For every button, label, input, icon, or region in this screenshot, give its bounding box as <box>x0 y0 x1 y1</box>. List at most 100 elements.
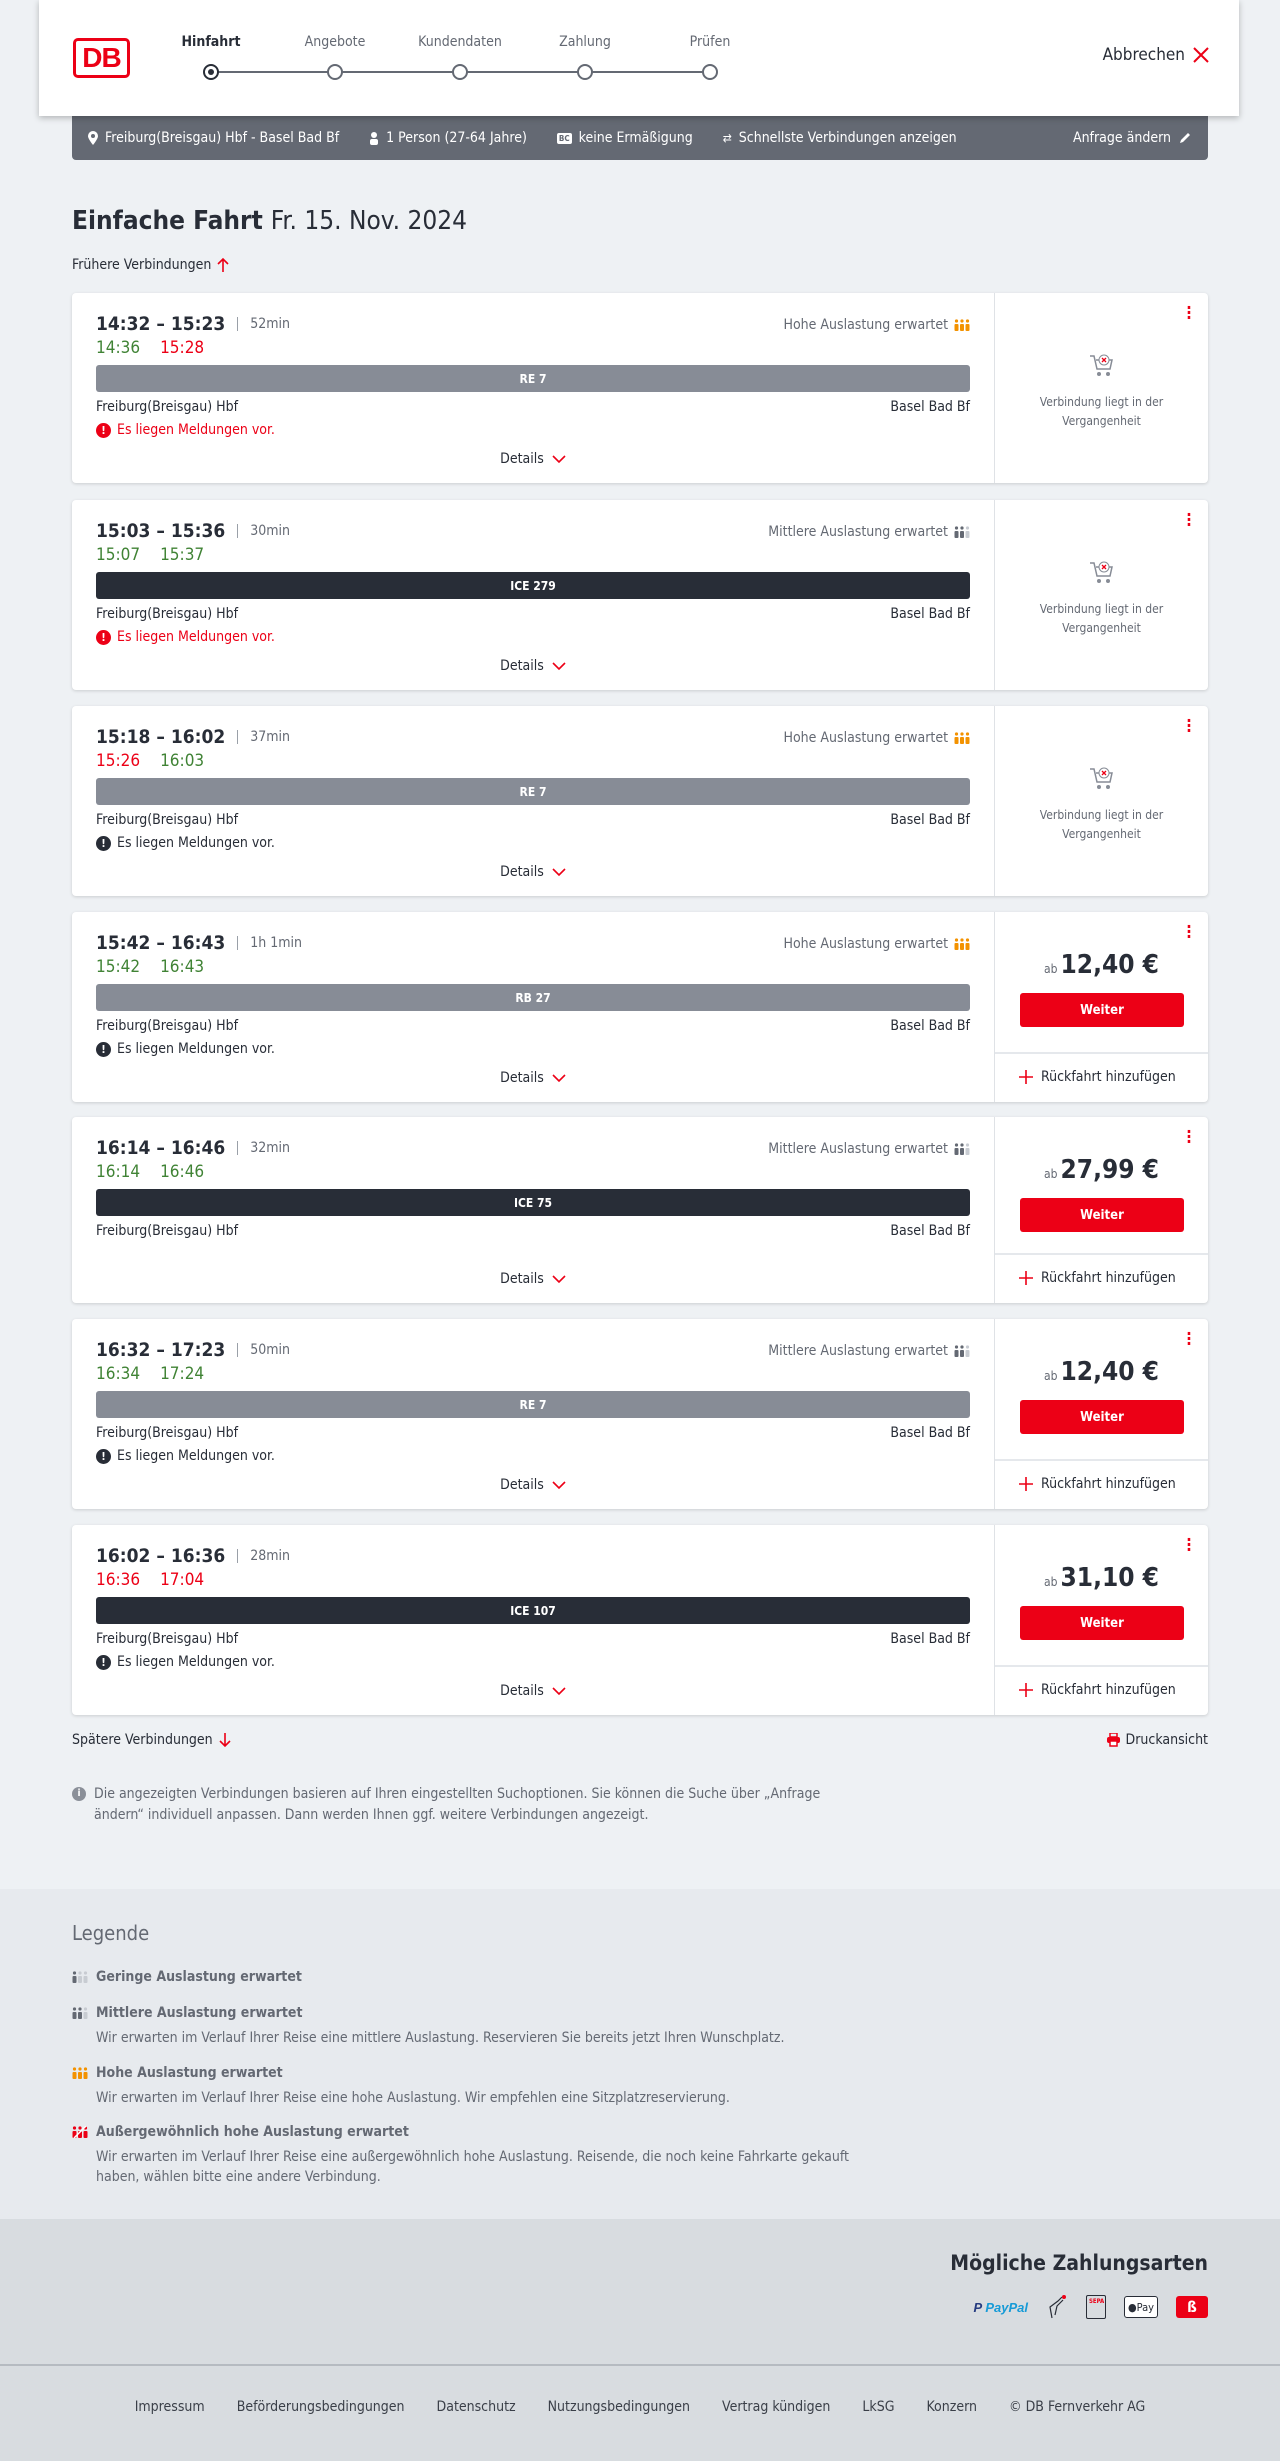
offer-panel: · · · Verbindung liegt in der Vergangenheit <box>994 500 1208 690</box>
train-bar[interactable]: ICE 107 <box>96 1597 970 1624</box>
route-summary[interactable]: Freiburg(Breisgau) Hbf - Basel Bad Bf <box>88 130 339 146</box>
connection-details[interactable]: 15:03 – 15:36 30min 15:07 15:37 Mittlere Au… <box>72 500 994 690</box>
add-return-button[interactable]: Rückfahrt hinzufügen <box>1019 1682 1176 1698</box>
train-name: RE 7 <box>519 371 547 386</box>
continue-button[interactable]: Weiter <box>1020 1606 1184 1640</box>
footer-link-0[interactable]: Impressum <box>134 2399 205 2415</box>
cancel-button[interactable]: Abbrechen <box>1103 45 1209 65</box>
footer-link-3[interactable]: Nutzungsbedingungen <box>547 2399 691 2415</box>
details-label: Details <box>500 1271 544 1287</box>
change-request-button[interactable]: Anfrage ändern <box>1073 130 1192 146</box>
disruption-message: ! Es liegen Meldungen vor. <box>96 629 275 645</box>
db-logo[interactable]: DB <box>73 38 130 78</box>
cart-unavailable-icon <box>1089 561 1113 583</box>
fastest-toggle[interactable]: ⇄ Schnellste Verbindungen anzeigen <box>723 130 957 146</box>
details-toggle[interactable]: Details <box>72 451 994 467</box>
more-options-icon[interactable]: · · · <box>1186 711 1192 740</box>
past-text-line2: Vergangenheit <box>1062 621 1141 635</box>
info-icon: i <box>72 1787 86 1801</box>
duration: 32min <box>237 1141 290 1155</box>
add-return-button[interactable]: Rückfahrt hinzufügen <box>1019 1476 1176 1492</box>
footer-link-2[interactable]: Datenschutz <box>436 2399 516 2415</box>
more-options-icon[interactable]: · · · <box>1186 1324 1192 1353</box>
occupancy-info: Mittlere Auslastung erwartet <box>768 1343 970 1359</box>
step-indicator-0[interactable] <box>203 64 219 80</box>
details-toggle[interactable]: Details <box>72 1271 994 1287</box>
more-options-icon[interactable]: · · · <box>1186 298 1192 327</box>
departure-station: Freiburg(Breisgau) Hbf <box>96 812 239 828</box>
duration: 28min <box>237 1549 290 1563</box>
add-return-button[interactable]: Rückfahrt hinzufügen <box>1019 1270 1176 1286</box>
planned-time-range: 15:18 – 16:02 <box>96 726 226 748</box>
add-return-button[interactable]: Rückfahrt hinzufügen <box>1019 1069 1176 1085</box>
connection-details[interactable]: 16:32 – 17:23 50min 16:34 17:24 Mittlere Au… <box>72 1319 994 1509</box>
later-connections-link[interactable]: Spätere Verbindungen <box>72 1732 231 1748</box>
discount-text: keine Ermäßigung <box>578 130 693 146</box>
planned-time-range: 14:32 – 15:23 <box>96 313 226 335</box>
past-text-line1: Verbindung liegt in der <box>1039 808 1164 822</box>
details-toggle[interactable]: Details <box>72 1683 994 1699</box>
discount-summary[interactable]: BC keine Ermäßigung <box>556 130 693 146</box>
continue-button[interactable]: Weiter <box>1020 993 1184 1027</box>
footer-link-5[interactable]: LkSG <box>862 2399 895 2415</box>
train-bar[interactable]: ICE 279 <box>96 572 970 599</box>
legend-item-desc: Wir erwarten im Verlauf Ihrer Reise eine… <box>96 2090 730 2106</box>
continue-button[interactable]: Weiter <box>1020 1198 1184 1232</box>
details-toggle[interactable]: Details <box>72 864 994 880</box>
connection-details[interactable]: 16:14 – 16:46 32min 16:14 16:46 Mittlere Au… <box>72 1117 994 1303</box>
db-bonus-icon: ß <box>1176 2296 1208 2318</box>
train-bar[interactable]: RE 7 <box>96 778 970 805</box>
connection-details[interactable]: 15:18 – 16:02 37min 15:26 16:03 Hohe Auslas… <box>72 706 994 896</box>
planned-time-range: 16:02 – 16:36 <box>96 1545 226 1567</box>
legend-item-title: Hohe Auslastung erwartet <box>96 2065 283 2081</box>
print-view-link[interactable]: Druckansicht <box>1106 1732 1208 1748</box>
traveller-summary[interactable]: 1 Person (27-64 Jahre) <box>369 130 527 146</box>
arrival-station: Basel Bad Bf <box>890 1018 970 1034</box>
footer-link-6[interactable]: Konzern <box>926 2399 977 2415</box>
details-toggle[interactable]: Details <box>72 1070 994 1086</box>
train-bar[interactable]: RB 27 <box>96 984 970 1011</box>
realtime-arrival: 16:43 <box>160 957 205 977</box>
chevron-down-icon <box>552 867 566 876</box>
occupancy-high-icon <box>72 2067 88 2079</box>
connection-details[interactable]: 16:02 – 16:36 28min 16:36 17:04 ICE 107 Fre… <box>72 1525 994 1715</box>
message-text: Es liegen Meldungen vor. <box>117 1654 275 1670</box>
chevron-down-icon <box>552 454 566 463</box>
duration: 50min <box>237 1343 290 1357</box>
connection-card: 15:18 – 16:02 37min 15:26 16:03 Hohe Auslas… <box>72 706 1208 896</box>
more-options-icon[interactable]: · · · <box>1186 917 1192 946</box>
more-options-icon[interactable]: · · · <box>1186 1122 1192 1151</box>
more-options-icon[interactable]: · · · <box>1186 1530 1192 1559</box>
more-options-icon[interactable]: · · · <box>1186 505 1192 534</box>
realtime-departure: 16:14 <box>96 1162 141 1182</box>
train-bar[interactable]: RE 7 <box>96 365 970 392</box>
occupancy-info: Hohe Auslastung erwartet <box>784 730 971 746</box>
continue-button[interactable]: Weiter <box>1020 1400 1184 1434</box>
arrival-station: Basel Bad Bf <box>890 399 970 415</box>
details-toggle[interactable]: Details <box>72 658 994 674</box>
departure-station: Freiburg(Breisgau) Hbf <box>96 399 239 415</box>
footer-link-4[interactable]: Vertrag kündigen <box>722 2399 831 2415</box>
connection-details[interactable]: 14:32 – 15:23 52min 14:36 15:28 Hohe Auslas… <box>72 293 994 483</box>
planned-times: 16:32 – 17:23 50min <box>96 1339 290 1361</box>
realtime-times: 15:26 16:03 <box>96 751 204 771</box>
connection-details[interactable]: 15:42 – 16:43 1h 1min 15:42 16:43 Hohe Ausl… <box>72 912 994 1102</box>
past-connection-notice: Verbindung liegt in der Vergangenheit <box>995 558 1208 638</box>
train-bar[interactable]: RE 7 <box>96 1391 970 1418</box>
footer-link-7: © DB Fernverkehr AG <box>1009 2399 1146 2415</box>
occupancy-info: Mittlere Auslastung erwartet <box>768 524 970 540</box>
earlier-connections-link[interactable]: Frühere Verbindungen <box>72 257 229 273</box>
train-bar[interactable]: ICE 75 <box>96 1189 970 1216</box>
page-title: Einfache Fahrt Fr. 15. Nov. 2024 <box>72 206 467 236</box>
realtime-departure: 16:36 <box>96 1570 141 1590</box>
legend-item-extreme: Außergewöhnlich hohe Auslastung erwartet… <box>72 2124 856 2187</box>
details-toggle[interactable]: Details <box>72 1477 994 1493</box>
past-text-line2: Vergangenheit <box>1062 827 1141 841</box>
person-icon <box>370 131 379 145</box>
route-text: Freiburg(Breisgau) Hbf - Basel Bad Bf <box>105 130 340 146</box>
realtime-times: 16:14 16:46 <box>96 1162 204 1182</box>
price-value: 12,40 € <box>1060 1357 1159 1387</box>
footer-link-1[interactable]: Beförderungsbedingungen <box>236 2399 405 2415</box>
disruption-message: ! Es liegen Meldungen vor. <box>96 1654 275 1670</box>
occupancy-medium-icon <box>954 1345 970 1357</box>
